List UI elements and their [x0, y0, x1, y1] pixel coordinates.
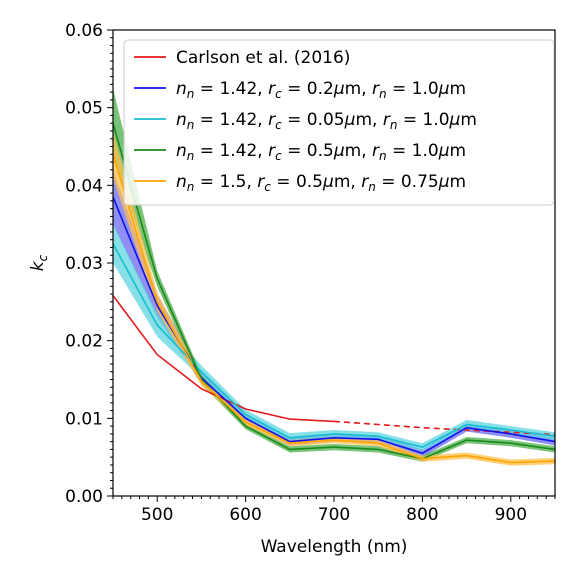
y-tick-label: 0.01 — [65, 409, 103, 429]
y-axis-label-sub: c — [36, 254, 50, 261]
uncertainty-bands — [113, 88, 555, 466]
legend-label-3: nn = 1.42, rc = 0.5μm, rn = 1.0μm — [176, 141, 466, 163]
x-tick-label: 800 — [406, 505, 438, 525]
legend: Carlson et al. (2016) nn = 1.42, rc = 0.2… — [123, 39, 555, 206]
y-tick-label: 0.05 — [65, 99, 103, 119]
series-0-extrapolated-line — [333, 420, 555, 436]
x-tick-label: 500 — [141, 505, 173, 525]
x-tick-label: 700 — [318, 505, 350, 525]
y-tick-label: 0.03 — [65, 254, 103, 274]
series-4-line — [113, 154, 555, 464]
x-tick-label: 600 — [229, 505, 261, 525]
x-tick-label: 900 — [495, 505, 527, 525]
legend-label-4: nn = 1.5, rc = 0.5μm, rn = 0.75μm — [176, 172, 466, 194]
y-tick-label: 0.04 — [65, 176, 103, 196]
y-axis-label-base: k — [28, 260, 48, 271]
legend-label-1: nn = 1.42, rc = 0.2μm, rn = 1.0μm — [176, 79, 466, 101]
y-tick-label: 0.00 — [65, 487, 103, 507]
legend-box — [123, 39, 555, 206]
legend-label-0: Carlson et al. (2016) — [176, 48, 350, 68]
legend-label-2: nn = 1.42, rc = 0.05μm, rn = 1.0μm — [176, 110, 477, 132]
series-lines — [113, 122, 555, 464]
x-axis-label: Wavelength (nm) — [261, 537, 408, 557]
y-axis-label: kc — [28, 254, 50, 271]
series-3-line — [113, 122, 555, 460]
y-tick-label: 0.06 — [65, 21, 103, 41]
y-tick-label: 0.02 — [65, 332, 103, 352]
axis-ticks: 500 600 700 800 900 0.00 0.01 0.02 0.03 0.04 0.05 0… — [65, 21, 556, 525]
series-2-band — [113, 224, 555, 451]
